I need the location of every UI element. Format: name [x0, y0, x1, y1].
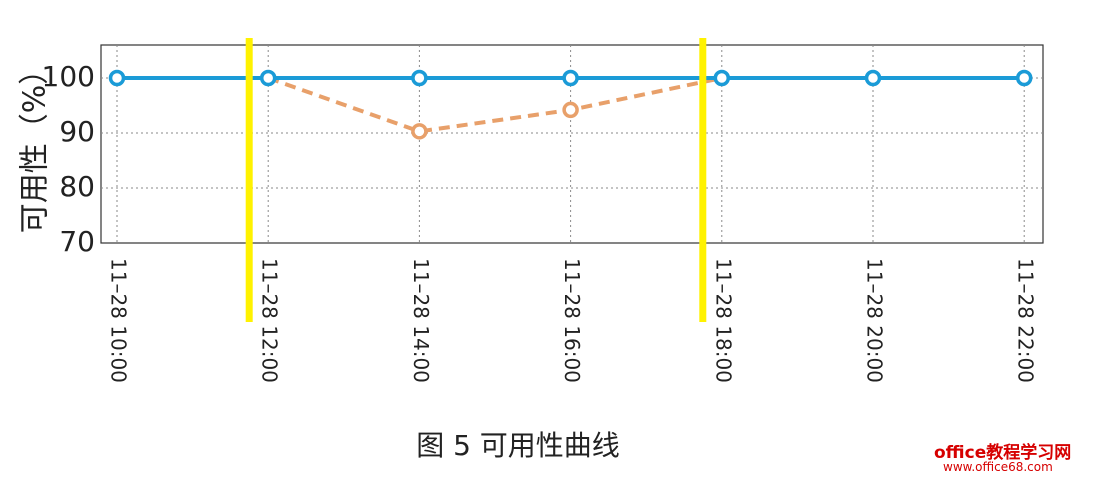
- y-tick-label: 70: [59, 225, 95, 258]
- x-tick-label: 11–28 18:00: [711, 258, 735, 383]
- y-tick-label: 100: [42, 60, 95, 93]
- x-tick-label: 11–28 16:00: [560, 258, 584, 383]
- x-tick-label: 11–28 14:00: [409, 258, 433, 383]
- watermark-title: office教程学习网: [934, 443, 1072, 463]
- watermark-url: www.office68.com: [943, 460, 1053, 474]
- availability-chart: 70 80 90 100 11–28 10:00 11–28 12:00 11–28 14…: [18, 38, 1044, 383]
- data-point-marker: [259, 69, 277, 87]
- data-point-marker: [108, 69, 126, 87]
- data-point-marker: [411, 123, 428, 140]
- data-point-marker: [864, 69, 882, 87]
- y-tick-label: 90: [59, 115, 95, 148]
- x-tick-label: 11–28 20:00: [863, 258, 887, 383]
- plot-frame: [100, 44, 1044, 244]
- data-point-marker: [562, 101, 579, 119]
- data-point-marker: [1015, 69, 1033, 87]
- data-point-marker: [713, 69, 731, 87]
- data-point-marker: [411, 69, 428, 87]
- x-tick-label: 11–28 22:00: [1014, 258, 1038, 383]
- figure-caption: 图 5 可用性曲线: [416, 429, 620, 462]
- y-axis-label: 可用性（%）: [18, 55, 53, 234]
- series-line-dashed: [267, 76, 723, 134]
- x-tick-label: 11–28 12:00: [258, 258, 282, 383]
- data-point-marker: [562, 69, 579, 87]
- y-tick-label: 80: [59, 170, 95, 203]
- x-tick-label: 11–28 10:00: [107, 258, 131, 383]
